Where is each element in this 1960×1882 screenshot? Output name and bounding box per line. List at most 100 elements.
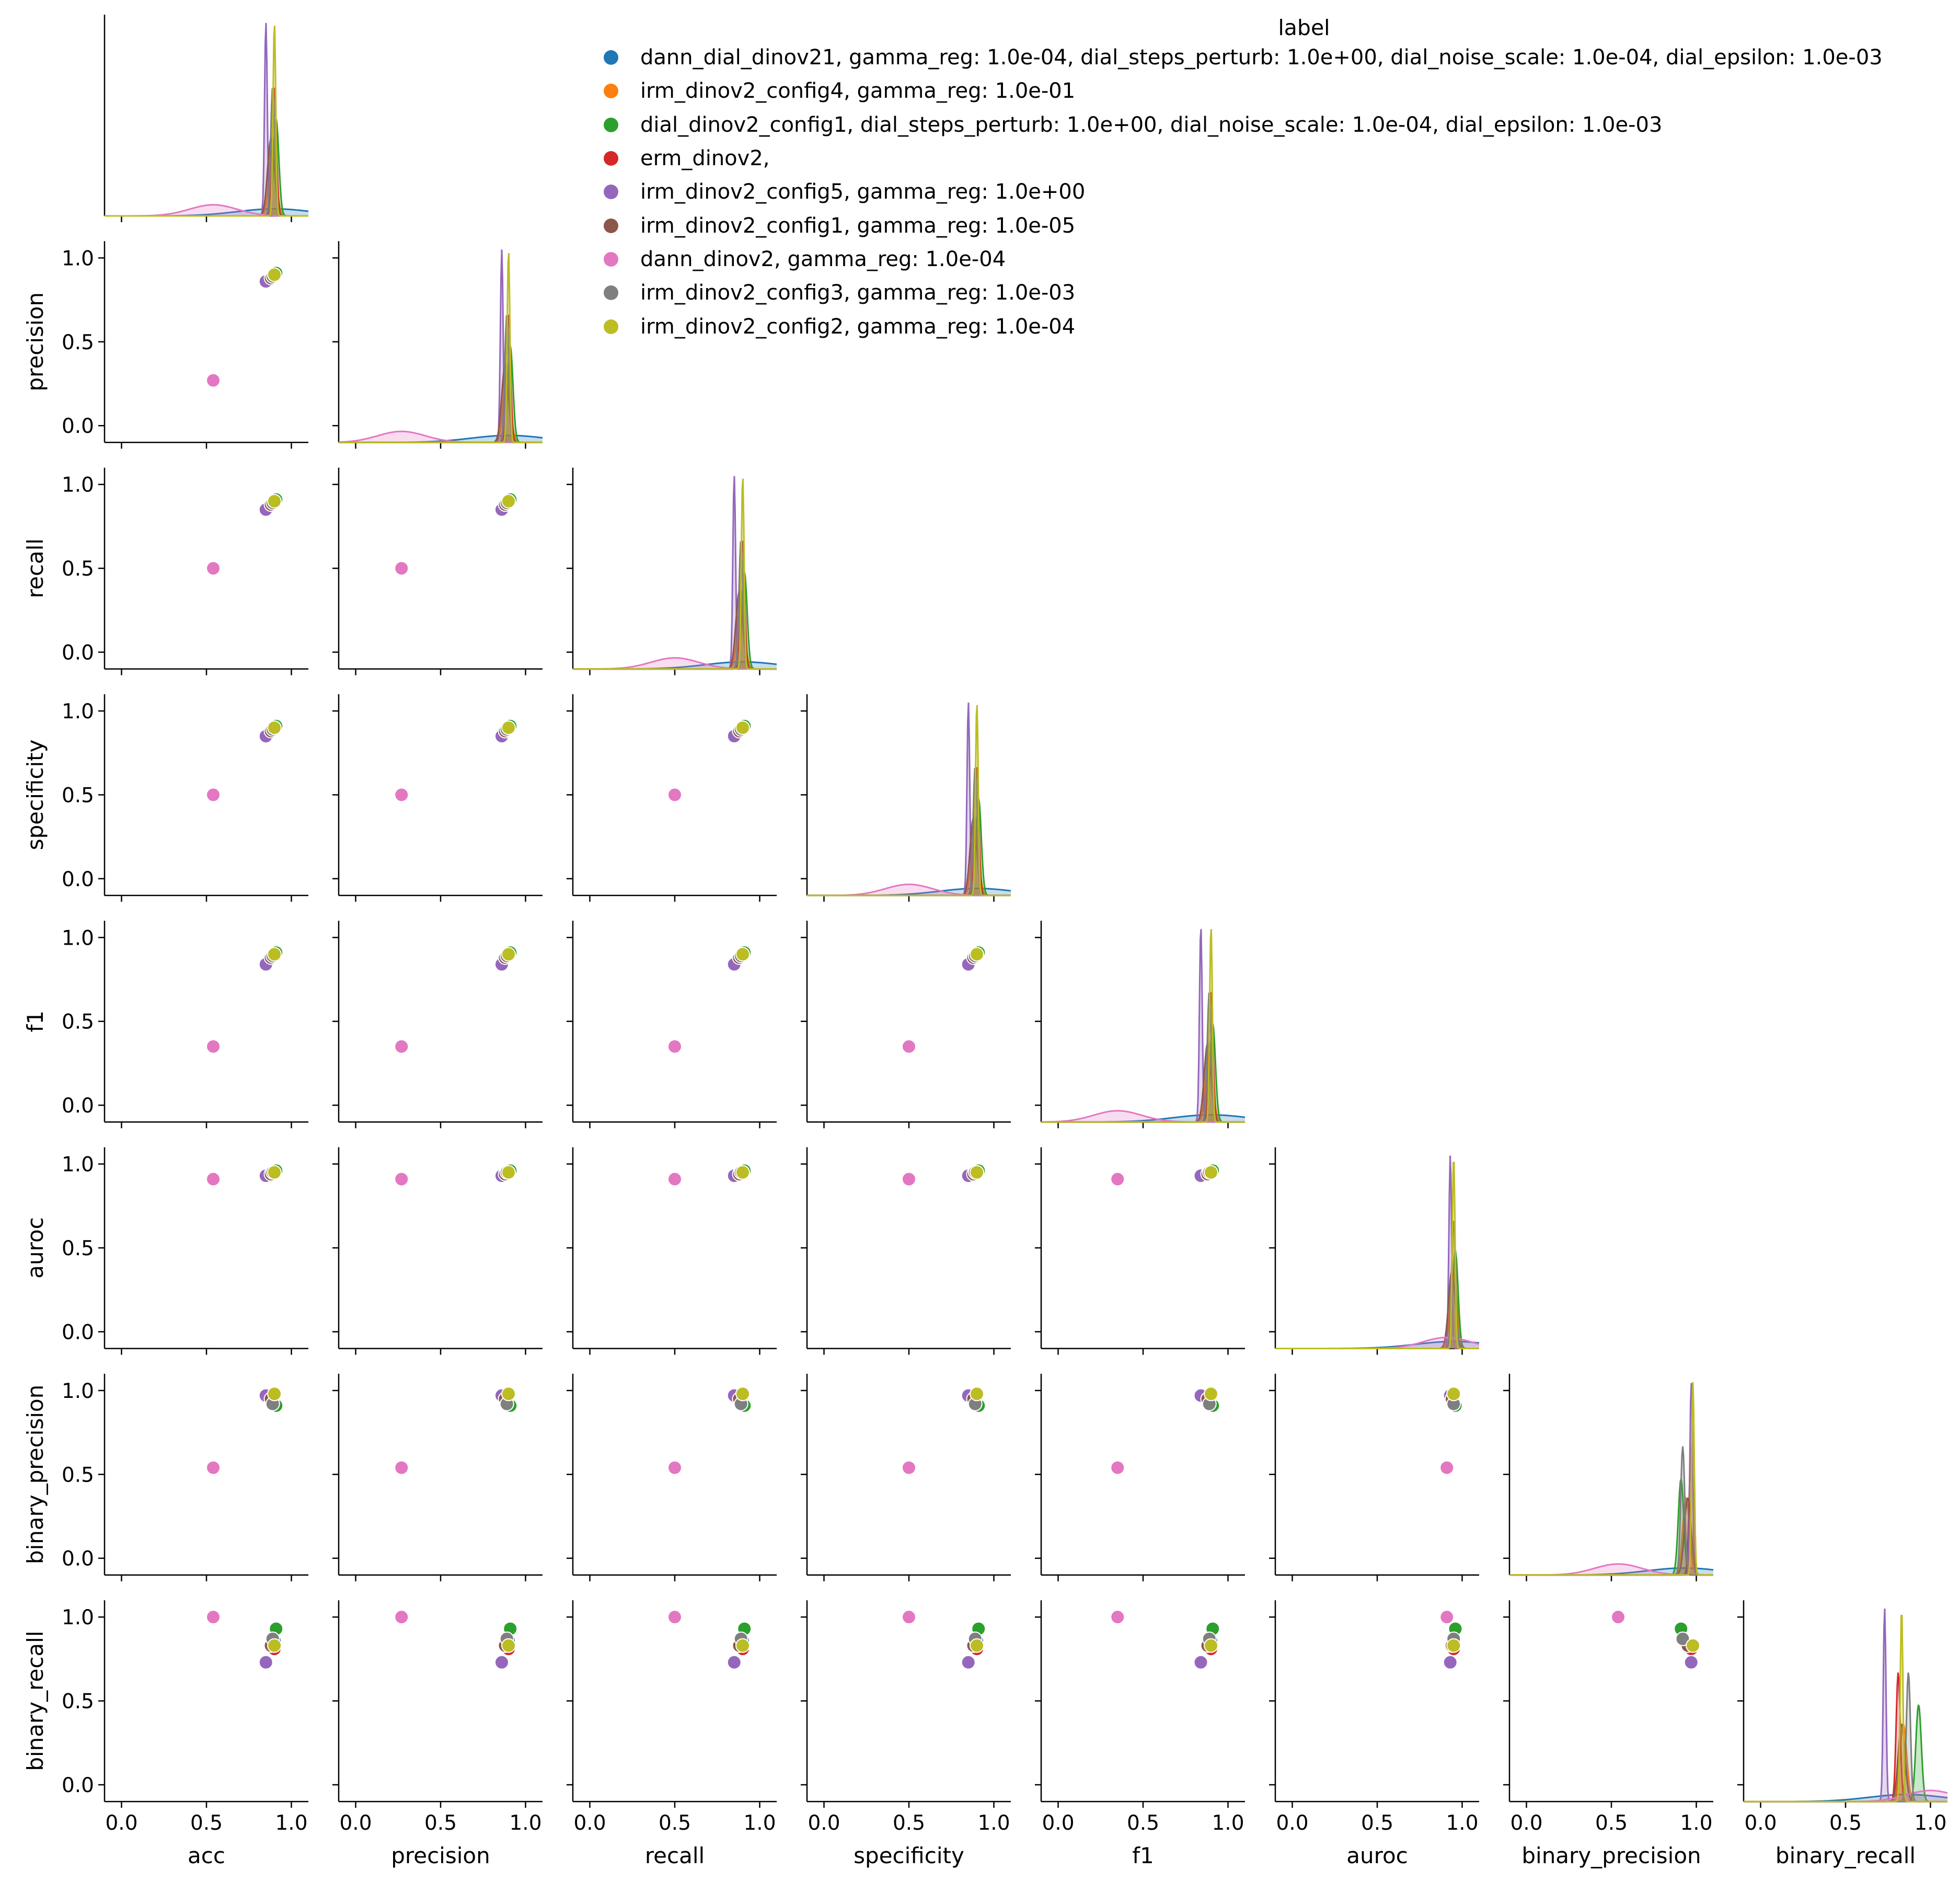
scatter-point	[1204, 1639, 1218, 1653]
y-tick-label: 0.5	[62, 1463, 94, 1487]
scatter-point	[206, 561, 220, 575]
x-tick-label: 0.0	[573, 1811, 606, 1835]
scatter-point	[268, 268, 281, 281]
kde-curve	[339, 253, 543, 442]
panel-binary_recall-vs-binary_recall: 0.0 0.5 1.0 binary_recall	[1737, 1600, 1947, 1868]
y-tick-label: 1.0	[62, 247, 94, 270]
scatter-point	[1194, 1656, 1208, 1669]
scatter-point	[970, 1639, 984, 1653]
legend-marker	[604, 84, 618, 98]
scatter-point	[206, 1610, 220, 1624]
x-axis-label: auroc	[1346, 1843, 1408, 1868]
legend-label: irm_dinov2_config3, gamma_reg: 1.0e-03	[640, 281, 1075, 305]
y-tick-label: 0.0	[62, 868, 94, 891]
x-tick-label: 1.0	[1914, 1811, 1946, 1835]
scatter-point	[206, 788, 220, 801]
panel-auroc-vs-acc: 0.0 0.5 1.0 auroc	[22, 1147, 308, 1355]
scatter-point	[736, 1166, 750, 1179]
panel-acc-vs-acc	[105, 15, 308, 222]
legend-marker	[604, 151, 618, 166]
panel-recall-vs-recall	[567, 468, 777, 675]
y-tick-label: 1.0	[62, 926, 94, 950]
scatter-point	[259, 1656, 273, 1669]
y-tick-label: 1.0	[62, 474, 94, 497]
kde-curve	[573, 479, 777, 669]
x-axis-label: acc	[188, 1843, 225, 1868]
panel-precision-vs-precision	[332, 241, 543, 449]
scatter-point	[736, 947, 750, 961]
kde-curve	[807, 705, 1011, 896]
x-tick-label: 1.0	[275, 1811, 307, 1835]
y-tick-label: 1.0	[62, 700, 94, 724]
scatter-point	[1111, 1172, 1124, 1186]
scatter-point	[668, 1040, 682, 1053]
scatter-point	[395, 1461, 408, 1474]
panel-auroc-vs-recall	[567, 1147, 777, 1355]
y-axis-label: specificity	[22, 740, 48, 851]
scatter-point	[206, 1461, 220, 1474]
panel-specificity-vs-acc: 0.0 0.5 1.0 specificity	[22, 694, 308, 902]
x-tick-label: 0.0	[339, 1811, 372, 1835]
x-tick-label: 1.0	[743, 1811, 776, 1835]
scatter-point	[902, 1461, 916, 1474]
scatter-point	[736, 721, 750, 735]
scatter-point	[1440, 1610, 1454, 1624]
scatter-point	[495, 1656, 509, 1669]
y-tick-label: 0.0	[62, 415, 94, 438]
x-tick-label: 0.0	[1276, 1811, 1308, 1835]
x-tick-label: 0.0	[808, 1811, 840, 1835]
legend-marker	[604, 319, 618, 334]
kde-curve	[105, 26, 308, 216]
scatter-point	[502, 1639, 515, 1653]
panel-binary_recall-vs-f1: 0.0 0.5 1.0 f1	[1035, 1600, 1245, 1868]
panel-f1-vs-recall	[567, 921, 777, 1128]
x-tick-label: 0.5	[1829, 1811, 1862, 1835]
x-axis-label: precision	[391, 1843, 490, 1868]
x-tick-label: 0.5	[1127, 1811, 1159, 1835]
scatter-point	[395, 1172, 408, 1186]
panel-binary_precision-vs-specificity	[801, 1374, 1011, 1581]
scatter-point	[902, 1040, 916, 1053]
panel-auroc-vs-auroc	[1269, 1147, 1479, 1355]
scatter-point	[962, 1656, 975, 1669]
scatter-point	[668, 1610, 682, 1624]
legend-entry: dial_dinov2_config1, dial_steps_perturb:…	[588, 108, 1957, 142]
y-axis-label: f1	[22, 1011, 48, 1032]
y-tick-label: 1.0	[62, 1606, 94, 1629]
scatter-point	[902, 1172, 916, 1186]
panel-auroc-vs-specificity	[801, 1147, 1011, 1355]
panel-f1-vs-precision	[332, 921, 543, 1128]
y-tick-label: 0.5	[62, 1011, 94, 1034]
scatter-point	[395, 1610, 408, 1624]
scatter-point	[206, 1172, 220, 1186]
scatter-point	[502, 495, 515, 508]
x-tick-label: 0.0	[105, 1811, 137, 1835]
scatter-point	[668, 788, 682, 801]
scatter-point	[1440, 1461, 1454, 1474]
panel-f1-vs-acc: 0.00.51.0f1	[22, 921, 308, 1128]
x-tick-label: 1.0	[509, 1811, 541, 1835]
scatter-point	[1111, 1610, 1124, 1624]
panel-recall-vs-acc: 0.0 0.5 1.0 recall	[22, 468, 308, 675]
y-tick-label: 0.0	[62, 1547, 94, 1571]
scatter-point	[268, 721, 281, 735]
legend-entry: dann_dial_dinov21, gamma_reg: 1.0e-04, d…	[588, 41, 1957, 74]
panel-binary_recall-vs-precision: 0.0 0.5 1.0precision	[332, 1600, 543, 1868]
x-axis-label: recall	[645, 1843, 705, 1868]
y-tick-label: 0.5	[62, 331, 94, 354]
legend-marker	[604, 50, 618, 65]
scatter-point	[395, 1040, 408, 1053]
y-tick-label: 1.0	[62, 1153, 94, 1177]
legend-marker	[604, 185, 618, 199]
legend-entry: irm_dinov2_config3, gamma_reg: 1.0e-03	[588, 276, 1957, 309]
x-tick-label: 0.0	[1744, 1811, 1777, 1835]
legend-label: irm_dinov2_config1, gamma_reg: 1.0e-05	[640, 214, 1075, 238]
scatter-point	[1685, 1656, 1698, 1669]
panel-binary_recall-vs-acc: 0.0 0.0 0.5 0.5 1.0 1.0 acc binary_recall	[22, 1600, 308, 1868]
scatter-point	[728, 1656, 741, 1669]
panel-binary_recall-vs-auroc: 0.0 0.5 1.0 auroc	[1269, 1600, 1479, 1868]
scatter-point	[1611, 1610, 1625, 1624]
x-tick-label: 0.5	[893, 1811, 925, 1835]
y-tick-label: 0.5	[62, 784, 94, 807]
scatter-point	[1686, 1639, 1700, 1653]
